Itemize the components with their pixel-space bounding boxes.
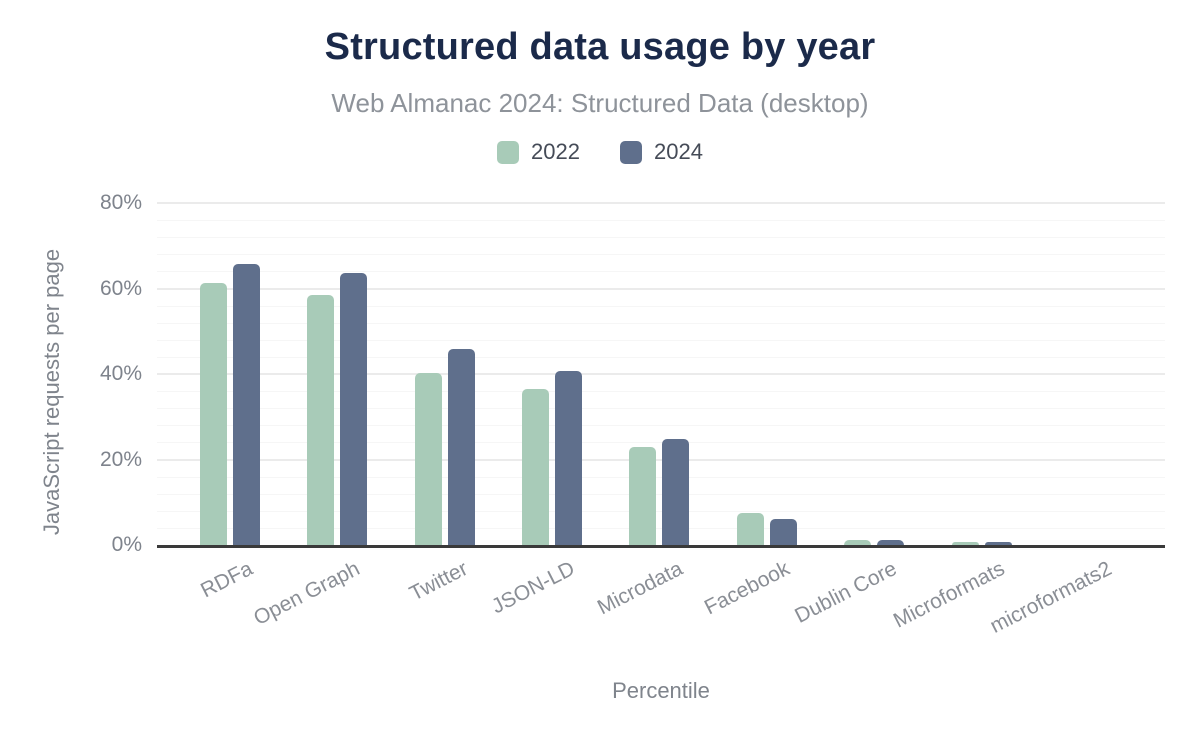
y-tick-20%: 20% xyxy=(99,447,142,471)
minor-gridline-8 xyxy=(157,510,1165,512)
legend-item-2024: 2024 xyxy=(620,139,703,165)
bar-2024-Dublin Core xyxy=(877,539,905,545)
y-tick-40%: 40% xyxy=(99,362,142,385)
legend-item-2022: 2022 xyxy=(497,139,580,165)
minor-gridline-56 xyxy=(157,305,1165,307)
bar-2024-RDFa xyxy=(232,264,260,545)
x-axis-line xyxy=(157,545,1165,548)
bar-2022-Microformats xyxy=(951,542,979,545)
bar-2024-Facebook xyxy=(769,519,797,545)
minor-gridline-32 xyxy=(157,408,1165,410)
bar-2024-JSON-LD xyxy=(555,371,583,545)
chart-title: Structured data usage by year xyxy=(324,26,876,68)
x-axis-title: Percentile xyxy=(612,678,710,703)
minor-gridline-72 xyxy=(157,237,1165,239)
chart-subtitle: Web Almanac 2024: Structured Data (deskt… xyxy=(331,88,869,118)
x-category-label-Facebook: Facebook xyxy=(700,557,794,620)
minor-gridline-16 xyxy=(157,476,1165,478)
x-category-label-RDFa: RDFa xyxy=(196,557,257,603)
minor-gridline-28 xyxy=(157,425,1165,427)
x-category-label-Dublin Core: Dublin Core xyxy=(791,557,901,628)
bar-group-RDFa xyxy=(176,203,283,545)
minor-gridline-64 xyxy=(157,271,1165,273)
x-category-label-Twitter: Twitter xyxy=(405,557,472,606)
bar-group-Microdata xyxy=(606,203,713,545)
bar-2024-Microformats xyxy=(984,542,1012,545)
legend-label: 2024 xyxy=(654,139,703,164)
legend-label: 2022 xyxy=(531,139,580,164)
major-gridline-80 xyxy=(157,202,1165,204)
y-tick-80%: 80% xyxy=(99,191,142,214)
bar-2022-Twitter xyxy=(414,373,442,545)
minor-gridline-12 xyxy=(157,493,1165,495)
x-category-label-Open Graph: Open Graph xyxy=(250,557,364,630)
bar-2022-Dublin Core xyxy=(844,539,872,545)
bar-group-Facebook xyxy=(713,203,820,545)
y-tick-60%: 60% xyxy=(99,276,142,300)
x-category-label-JSON-LD: JSON-LD xyxy=(487,557,579,619)
bar-2022-JSON-LD xyxy=(522,388,550,545)
bar-2024-Twitter xyxy=(447,348,475,545)
minor-gridline-52 xyxy=(157,322,1165,324)
legend-swatch-2024 xyxy=(620,140,642,164)
y-axis-title: JavaScript requests per page xyxy=(39,248,64,536)
bar-2022-Microdata xyxy=(629,447,657,545)
x-category-label-microformats2: microformats2 xyxy=(986,557,1116,638)
bar-group-microformats2 xyxy=(1036,203,1143,545)
minor-gridline-36 xyxy=(157,391,1165,393)
minor-gridline-44 xyxy=(157,356,1165,358)
minor-gridline-48 xyxy=(157,339,1165,341)
bars-layer xyxy=(157,203,1165,545)
major-gridline-20 xyxy=(157,458,1165,461)
legend-swatch-2022 xyxy=(497,140,520,164)
major-gridline-60 xyxy=(157,287,1165,290)
y-tick-0%: 0% xyxy=(111,533,142,556)
bar-2024-Open Graph xyxy=(340,272,368,545)
bar-2022-Facebook xyxy=(736,512,764,545)
bar-2024-Microdata xyxy=(662,438,690,545)
plot-area xyxy=(157,202,1165,545)
bar-group-Dublin Core xyxy=(821,203,928,545)
x-category-label-Microdata: Microdata xyxy=(593,557,686,620)
bar-group-Open Graph xyxy=(283,203,390,545)
bar-group-Twitter xyxy=(391,203,498,545)
minor-gridline-76 xyxy=(157,220,1165,222)
bar-2022-Open Graph xyxy=(307,295,335,545)
minor-gridline-4 xyxy=(157,527,1165,529)
minor-gridline-24 xyxy=(157,442,1165,444)
bar-group-Microformats xyxy=(928,203,1035,545)
minor-gridline-68 xyxy=(157,254,1165,256)
legend: 2022 2024 xyxy=(0,139,1200,165)
bar-2022-RDFa xyxy=(199,282,227,545)
major-gridline-40 xyxy=(157,373,1165,375)
bar-group-JSON-LD xyxy=(498,203,605,545)
